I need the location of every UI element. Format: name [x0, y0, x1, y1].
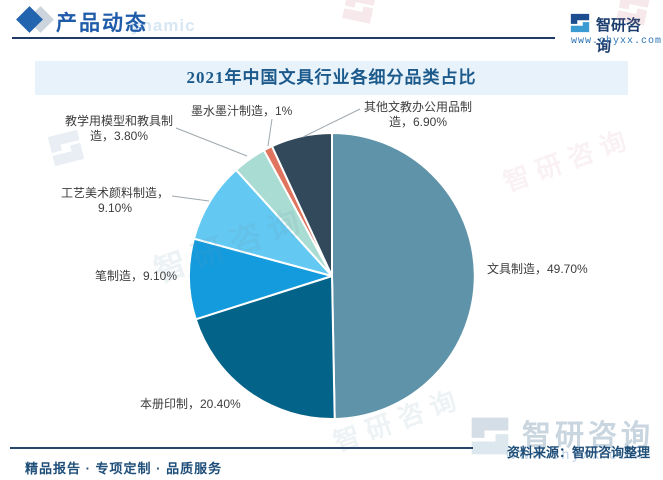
pie-label-ink-manufacturing: 墨水墨汁制造，1%: [191, 104, 293, 118]
brand-logo-icon: [570, 13, 590, 33]
pie-slice-2: [188, 237, 333, 321]
watermark-brand-name: 智研咨询: [522, 420, 655, 452]
leader-line: [175, 127, 248, 157]
data-source-note: 资料来源：智研咨询整理: [507, 445, 651, 460]
pie-label-teaching-models: 教学用模型和教具制 造，3.80%: [64, 114, 173, 143]
pie-slice-6: [270, 132, 333, 277]
pie-slice-3: [192, 168, 333, 277]
leader-line: [267, 118, 273, 147]
watermark-logo-icon: [342, 0, 376, 24]
brand-website-link[interactable]: www.chyxx.com: [571, 36, 663, 47]
leader-line: [171, 195, 210, 202]
leader-line: [302, 108, 361, 138]
footer-watermark: 智研咨询 www.chyxx.com: [466, 408, 663, 468]
pie-label-other-office-supplies: 其他文教办公用品制 造，6.90%: [363, 100, 472, 129]
header-watermark-text: ynamic: [131, 16, 196, 35]
watermark-logo-icon: [471, 417, 509, 455]
pie-label-art-pigment-manufacturing: 工艺美术颜料制造， 9.10%: [60, 186, 169, 215]
brand-block: 智研咨询 www.chyxx.com: [545, 10, 661, 55]
pie-slice-0: [331, 132, 476, 420]
watermark-logo-icon: [616, 0, 650, 26]
pie-slice-1: [194, 275, 336, 420]
footer-tagline: 精品报告 · 专项定制 · 品质服务: [25, 461, 223, 476]
pie-label-stationery-manufacturing: 文具制造，49.70%: [487, 262, 588, 276]
brand-name: 智研咨询: [596, 17, 642, 55]
watermark-website: www.chyxx.com: [506, 446, 645, 462]
watermark-logo-icon: [47, 129, 85, 167]
footer-divider: [10, 447, 473, 449]
page-title: 产品动态: [56, 12, 148, 35]
pie-label-pen-manufacturing: 笔制造，9.10%: [95, 269, 178, 283]
pie-label-notebook-printing: 本册印制，20.40%: [140, 397, 241, 411]
chart-title-band: 2021年中国文具行业各细分品类占比: [35, 61, 628, 95]
chart-title: 2021年中国文具行业各细分品类占比: [186, 68, 477, 87]
header-divider: [12, 37, 555, 39]
